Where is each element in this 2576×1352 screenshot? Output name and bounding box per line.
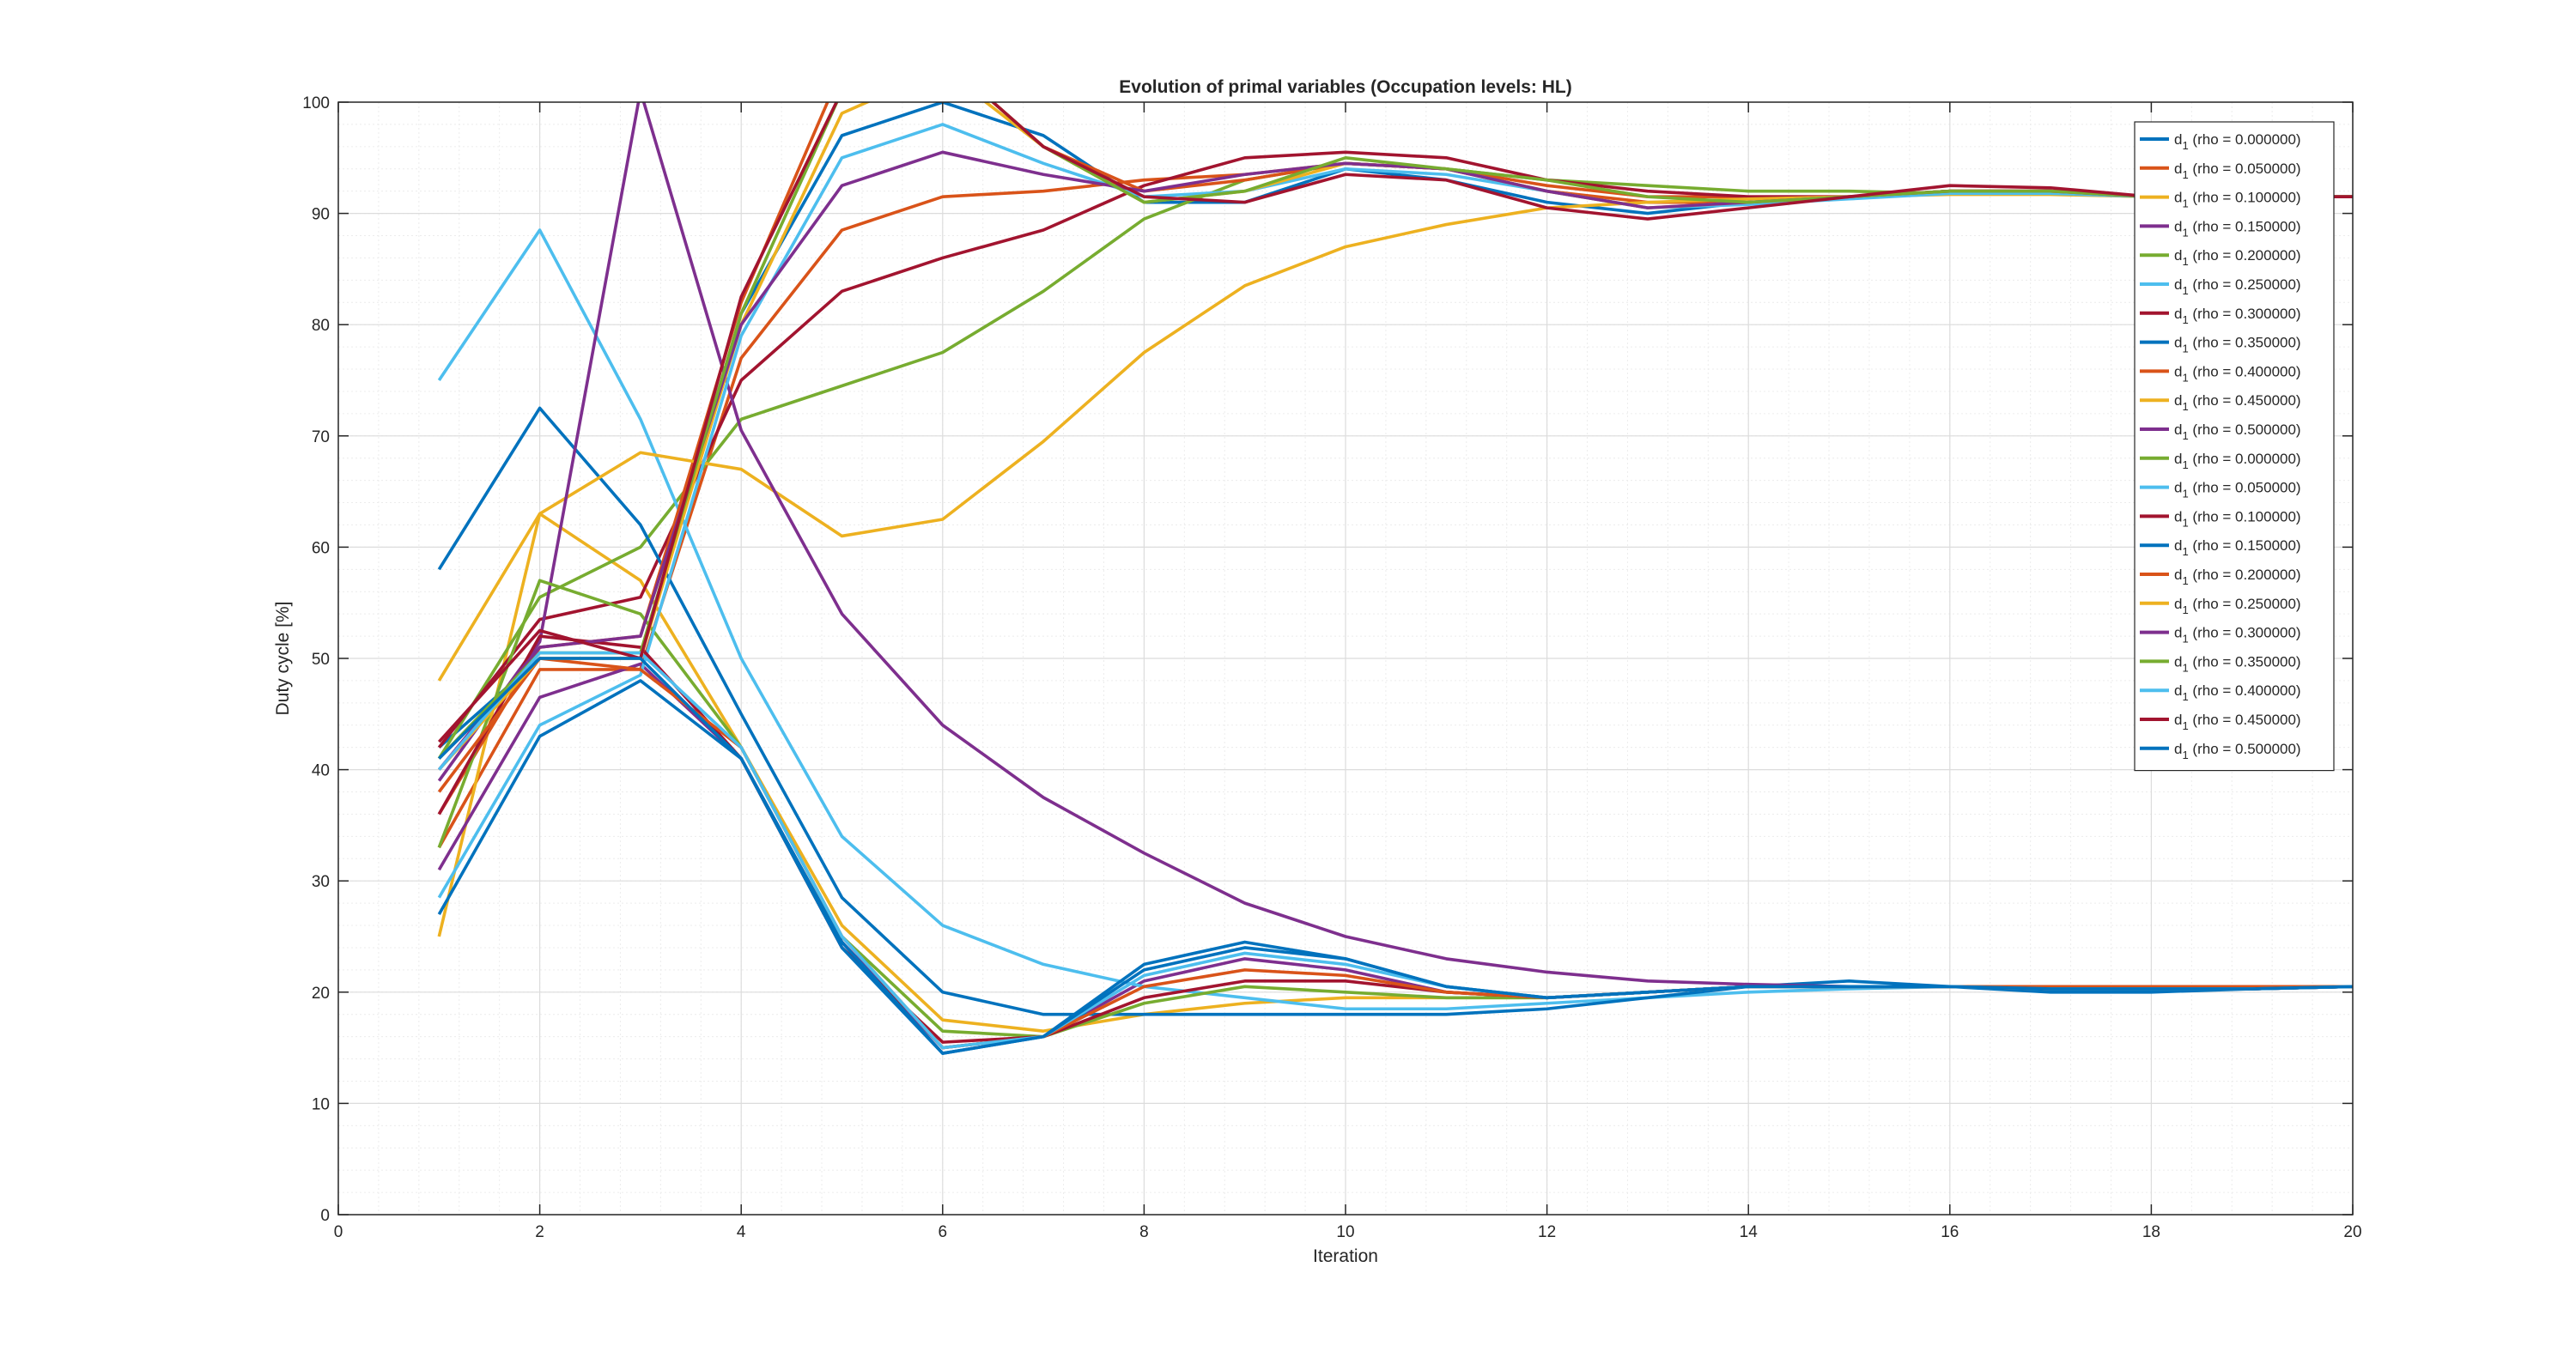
y-tick-label: 40 bbox=[312, 762, 330, 780]
x-tick-label: 14 bbox=[1740, 1223, 1759, 1241]
y-tick-label: 100 bbox=[302, 94, 330, 112]
legend-label: d1 (rho = 0.400000) bbox=[2174, 363, 2301, 384]
series-line-8 bbox=[437, 406, 2353, 1016]
legend-label: d1 (rho = 0.350000) bbox=[2174, 653, 2301, 674]
x-tick-label: 12 bbox=[1538, 1223, 1556, 1241]
series-line-19 bbox=[437, 102, 2353, 760]
legend: d1 (rho = 0.000000) d1 (rho = 0.050000) d1… bbox=[2134, 121, 2335, 772]
x-tick-label: 16 bbox=[1941, 1223, 1959, 1241]
legend-label: d1 (rho = 0.100000) bbox=[2174, 508, 2301, 529]
series-line-21 bbox=[437, 102, 2353, 743]
legend-label: d1 (rho = 0.150000) bbox=[2174, 218, 2301, 239]
series-line-13 bbox=[437, 123, 2353, 899]
y-tick-label: 10 bbox=[312, 1095, 330, 1113]
x-axis-label: Iteration bbox=[1313, 1246, 1378, 1266]
x-tick-label: 18 bbox=[2142, 1223, 2160, 1241]
series-line-22 bbox=[438, 657, 2353, 1055]
x-tick-label: 20 bbox=[2343, 1223, 2361, 1241]
x-axis: 0 2 4 6 8 10 12 14 16 18 20 bbox=[334, 102, 2362, 1241]
y-tick-label: 80 bbox=[312, 317, 330, 335]
legend-label: d1 (rho = 0.000000) bbox=[2174, 451, 2301, 471]
y-tick-label: 60 bbox=[312, 539, 330, 557]
x-tick-label: 4 bbox=[737, 1223, 746, 1241]
legend-label: d1 (rho = 0.450000) bbox=[2174, 712, 2301, 732]
chart-title: Evolution of primal variables (Occupatio… bbox=[1119, 77, 1571, 97]
legend-label: d1 (rho = 0.400000) bbox=[2174, 682, 2301, 703]
legend-label: d1 (rho = 0.450000) bbox=[2174, 392, 2301, 413]
y-tick-label: 90 bbox=[312, 206, 330, 224]
legend-label: d1 (rho = 0.200000) bbox=[2174, 567, 2301, 587]
y-axis-label: Duty cycle [%] bbox=[273, 601, 293, 715]
x-tick-label: 0 bbox=[334, 1223, 343, 1241]
legend-label: d1 (rho = 0.150000) bbox=[2174, 537, 2301, 558]
y-axis: 0 10 20 30 40 50 60 70 80 90 100 bbox=[302, 94, 2353, 1225]
legend-label: d1 (rho = 0.050000) bbox=[2174, 161, 2301, 181]
legend-label: d1 (rho = 0.100000) bbox=[2174, 190, 2301, 210]
legend-label: d1 (rho = 0.200000) bbox=[2174, 247, 2301, 268]
y-tick-label: 20 bbox=[312, 985, 330, 1003]
legend-label: d1 (rho = 0.050000) bbox=[2174, 480, 2301, 500]
x-tick-label: 6 bbox=[939, 1223, 948, 1241]
legend-label: d1 (rho = 0.500000) bbox=[2174, 741, 2301, 761]
legend-label: d1 (rho = 0.350000) bbox=[2174, 335, 2301, 355]
y-tick-label: 30 bbox=[312, 873, 330, 891]
legend-label: d1 (rho = 0.000000) bbox=[2174, 131, 2301, 152]
y-tick-label: 0 bbox=[320, 1207, 330, 1225]
x-tick-label: 2 bbox=[535, 1223, 544, 1241]
legend-label: d1 (rho = 0.300000) bbox=[2174, 625, 2301, 646]
legend-label: d1 (rho = 0.250000) bbox=[2174, 596, 2301, 616]
legend-label: d1 (rho = 0.300000) bbox=[2174, 306, 2301, 326]
series-layer bbox=[437, 102, 2353, 1055]
x-tick-label: 8 bbox=[1139, 1223, 1149, 1241]
legend-label: d1 (rho = 0.250000) bbox=[2174, 276, 2301, 297]
y-tick-label: 70 bbox=[312, 428, 330, 446]
x-tick-label: 10 bbox=[1336, 1223, 1354, 1241]
y-tick-label: 50 bbox=[312, 651, 330, 669]
legend-label: d1 (rho = 0.500000) bbox=[2174, 421, 2301, 442]
